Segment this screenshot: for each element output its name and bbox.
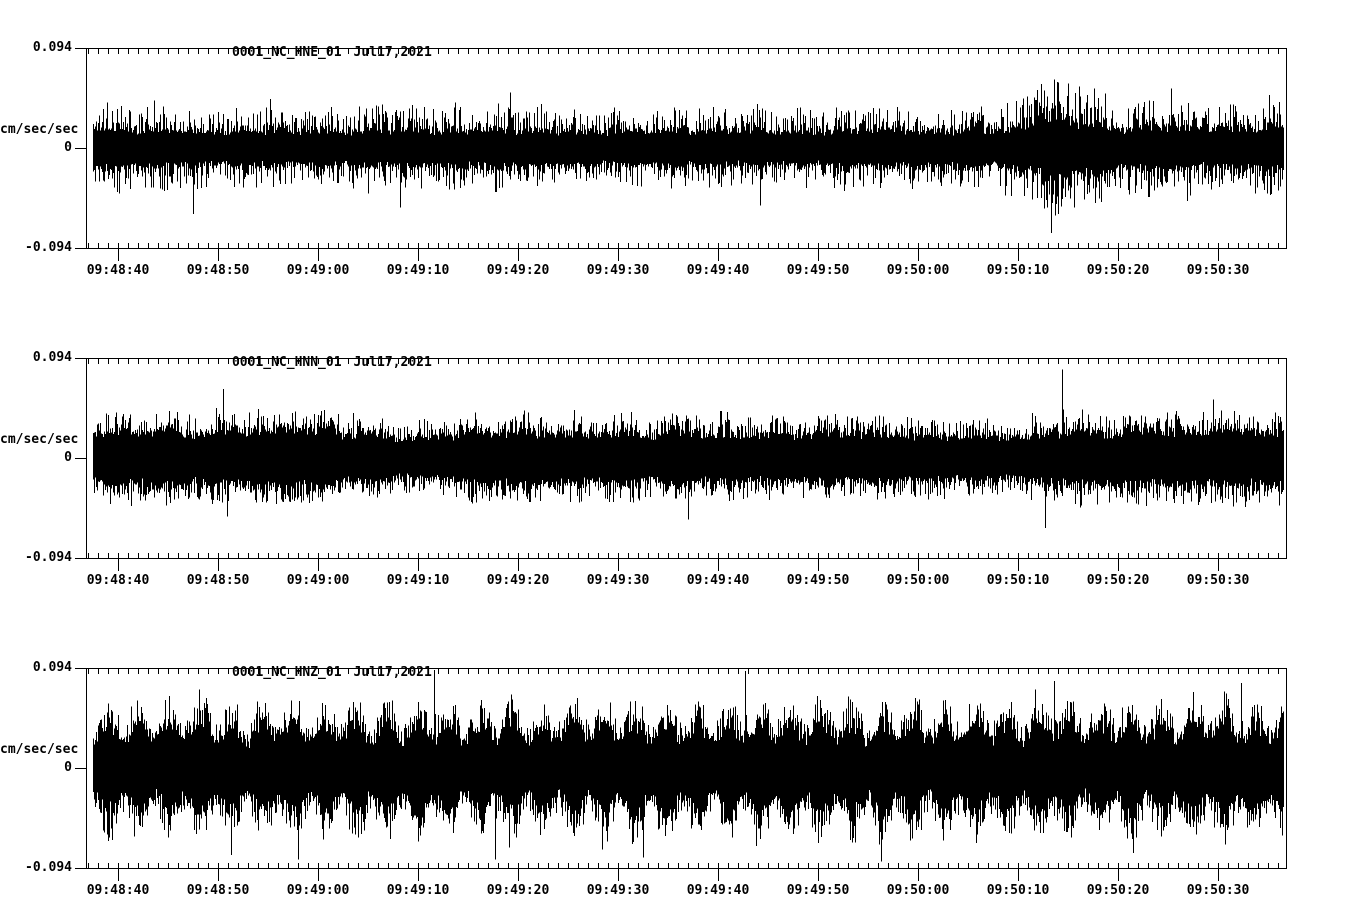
x-axis-tick-label: 09:50:30 bbox=[1186, 263, 1250, 278]
y-axis-tick-label-max: 0.094 bbox=[32, 40, 72, 55]
seismogram-panel-hne: 0001_NC_HNE_01 Jul17,2021 0.094 cm/sec/se… bbox=[0, 40, 1358, 278]
x-axis-tick-label: 09:49:40 bbox=[686, 883, 750, 898]
seismogram-panel-hnn: 0001_NC_HNN_01 Jul17,2021 0.094 cm/sec/se… bbox=[0, 350, 1358, 588]
x-axis-tick-label: 09:49:20 bbox=[486, 883, 550, 898]
x-axis-tick-label: 09:49:20 bbox=[486, 573, 550, 588]
waveform-trace-0001_NC_HNZ_01 bbox=[93, 670, 1284, 862]
x-axis-tick-label: 09:49:10 bbox=[386, 883, 450, 898]
x-axis-tick-label: 09:48:50 bbox=[186, 883, 250, 898]
x-axis-tick-label: 09:49:00 bbox=[286, 573, 350, 588]
x-axis-tick-label: 09:49:30 bbox=[586, 883, 650, 898]
waveform-trace-0001_NC_HNE_01 bbox=[93, 79, 1284, 234]
axis-ticks bbox=[75, 358, 1279, 571]
x-axis-tick-label: 09:50:10 bbox=[986, 263, 1050, 278]
x-axis-tick-label: 09:49:00 bbox=[286, 883, 350, 898]
seismogram-panel-hnz: 0001_NC_HNZ_01 Jul17,2021 0.094 cm/sec/se… bbox=[0, 660, 1358, 898]
x-axis-tick-labels: 09:48:40 09:48:50 09:49:00 09:49:10 09:49:20… bbox=[0, 573, 1358, 589]
x-axis-tick-label: 09:49:40 bbox=[686, 573, 750, 588]
x-axis-tick-label: 09:50:30 bbox=[1186, 883, 1250, 898]
x-axis-tick-label: 09:49:50 bbox=[786, 573, 850, 588]
y-axis-unit-label: cm/sec/sec bbox=[0, 122, 79, 137]
x-axis-tick-label: 09:50:10 bbox=[986, 883, 1050, 898]
x-axis-tick-label: 09:49:30 bbox=[586, 263, 650, 278]
waveform-trace-0001_NC_HNN_01 bbox=[93, 369, 1284, 529]
x-axis-tick-label: 09:49:40 bbox=[686, 263, 750, 278]
x-axis-tick-label: 09:50:20 bbox=[1086, 573, 1150, 588]
x-axis-tick-label: 09:48:40 bbox=[86, 883, 150, 898]
y-axis-tick-label-zero: 0 bbox=[64, 760, 72, 775]
x-axis-tick-label: 09:48:40 bbox=[86, 263, 150, 278]
y-axis-tick-label-max: 0.094 bbox=[32, 660, 72, 675]
x-axis-tick-label: 09:49:10 bbox=[386, 263, 450, 278]
y-axis-tick-label-zero: 0 bbox=[64, 140, 72, 155]
x-axis-tick-label: 09:49:00 bbox=[286, 263, 350, 278]
panel-title: 0001_NC_HNZ_01 Jul17,2021 bbox=[185, 649, 432, 680]
x-axis-tick-label: 09:50:00 bbox=[886, 883, 950, 898]
y-axis-unit-label: cm/sec/sec bbox=[0, 432, 79, 447]
axis-ticks bbox=[75, 668, 1279, 881]
x-axis-tick-label: 09:49:50 bbox=[786, 263, 850, 278]
trace-station-label: 0001_NC_HNE_01 bbox=[231, 45, 342, 60]
axis-ticks bbox=[75, 48, 1279, 261]
y-axis-tick-label-min: -0.094 bbox=[25, 860, 72, 875]
trace-date-label: Jul17,2021 bbox=[353, 665, 432, 680]
x-axis-tick-label: 09:48:50 bbox=[186, 573, 250, 588]
x-axis-tick-label: 09:49:30 bbox=[586, 573, 650, 588]
x-axis-tick-label: 09:50:20 bbox=[1086, 263, 1150, 278]
trace-date-label: Jul17,2021 bbox=[353, 355, 432, 370]
panel-frame bbox=[86, 668, 1287, 869]
panel-title: 0001_NC_HNE_01 Jul17,2021 bbox=[185, 29, 432, 60]
x-axis-tick-label: 09:50:10 bbox=[986, 573, 1050, 588]
x-axis-tick-label: 09:50:00 bbox=[886, 263, 950, 278]
x-axis-tick-labels: 09:48:40 09:48:50 09:49:00 09:49:10 09:49:20… bbox=[0, 263, 1358, 279]
x-axis-tick-label: 09:50:30 bbox=[1186, 573, 1250, 588]
x-axis-tick-label: 09:48:50 bbox=[186, 263, 250, 278]
panel-frame bbox=[86, 48, 1287, 249]
x-axis-tick-label: 09:50:00 bbox=[886, 573, 950, 588]
y-axis-tick-label-min: -0.094 bbox=[25, 550, 72, 565]
x-axis-tick-label: 09:48:40 bbox=[86, 573, 150, 588]
x-axis-tick-label: 09:49:20 bbox=[486, 263, 550, 278]
trace-station-label: 0001_NC_HNN_01 bbox=[231, 355, 342, 370]
y-axis-tick-label-max: 0.094 bbox=[32, 350, 72, 365]
y-axis-tick-label-zero: 0 bbox=[64, 450, 72, 465]
panel-frame bbox=[86, 358, 1287, 559]
x-axis-tick-label: 09:49:50 bbox=[786, 883, 850, 898]
y-axis-tick-label-min: -0.094 bbox=[25, 240, 72, 255]
x-axis-tick-label: 09:49:10 bbox=[386, 573, 450, 588]
x-axis-tick-label: 09:50:20 bbox=[1086, 883, 1150, 898]
panel-title: 0001_NC_HNN_01 Jul17,2021 bbox=[185, 339, 432, 370]
trace-station-label: 0001_NC_HNZ_01 bbox=[231, 665, 342, 680]
x-axis-tick-labels: 09:48:40 09:48:50 09:49:00 09:49:10 09:49:20… bbox=[0, 883, 1358, 899]
y-axis-unit-label: cm/sec/sec bbox=[0, 742, 79, 757]
trace-date-label: Jul17,2021 bbox=[353, 45, 432, 60]
